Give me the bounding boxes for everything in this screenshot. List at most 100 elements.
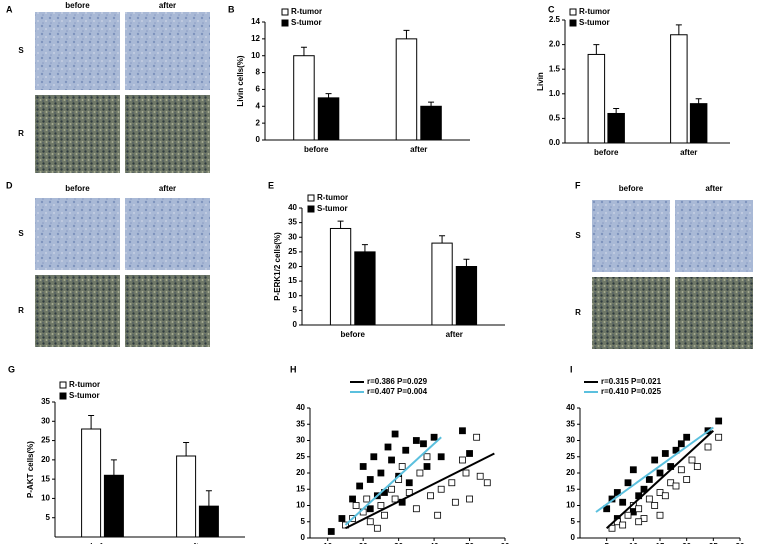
- y-tick-label: 10: [288, 291, 297, 300]
- scatter-point: [640, 485, 648, 493]
- y-tick-label: 30: [41, 416, 50, 425]
- x-tick-label: before: [341, 330, 366, 339]
- error-bar: [361, 244, 368, 252]
- error-bar: [325, 93, 332, 98]
- legend-label: R-tumor: [579, 7, 610, 16]
- scatter-point: [683, 476, 691, 483]
- y-tick-label: 5: [46, 513, 51, 522]
- fit-line: [605, 430, 715, 529]
- scatter-point: [356, 482, 364, 490]
- scatter-point: [448, 479, 456, 487]
- y-tick-label: 1.5: [549, 64, 561, 73]
- error-bar: [110, 459, 117, 476]
- x-tick-label: after: [410, 145, 427, 154]
- bar: [420, 105, 442, 141]
- y-tick-label: 25: [288, 247, 297, 256]
- x-tick-label: 20: [359, 542, 368, 544]
- micrograph: [35, 12, 120, 90]
- y-tick-label: 35: [296, 419, 305, 428]
- y-tick-label: 0: [301, 533, 306, 542]
- fit-line: [344, 436, 442, 526]
- error-bar: [183, 442, 190, 456]
- scatter-point: [352, 502, 360, 509]
- column-label: after: [159, 1, 176, 10]
- scatter-point: [629, 466, 637, 474]
- scatter-point: [398, 463, 406, 470]
- scatter-point: [412, 505, 420, 513]
- scatter-point: [405, 479, 413, 487]
- legend-label: r=0.315 P=0.021: [601, 377, 662, 386]
- y-tick-label: 1.0: [549, 89, 561, 98]
- y-tick-label: 2: [256, 118, 261, 127]
- x-tick-label: after: [446, 330, 463, 339]
- error-bar: [428, 101, 435, 107]
- x-tick-label: 10: [629, 542, 638, 544]
- micrograph: [125, 198, 210, 270]
- panel-letter: D: [6, 180, 13, 190]
- micrograph: [35, 275, 120, 347]
- micrograph: [35, 198, 120, 270]
- y-tick-label: 0: [571, 533, 576, 542]
- bar: [293, 55, 315, 141]
- column-label: before: [65, 184, 90, 193]
- scatter-point: [672, 482, 680, 490]
- scatter-point: [677, 466, 685, 474]
- x-tick-label: 25: [709, 542, 718, 544]
- scatter-point: [359, 463, 367, 470]
- micrograph: [675, 200, 753, 272]
- bar: [431, 242, 453, 326]
- scatter-point: [651, 456, 659, 464]
- x-tick-label: 20: [682, 542, 691, 544]
- scatter-point: [427, 492, 434, 500]
- legend-swatch: [307, 205, 315, 213]
- scatter-point: [635, 518, 643, 526]
- legend-label: r=0.407 P=0.004: [367, 387, 428, 396]
- scatter-point: [645, 495, 653, 503]
- legend-label: S-tumor: [291, 18, 322, 27]
- scatter-point: [483, 479, 491, 487]
- legend-swatch: [59, 381, 67, 389]
- scatter-point: [384, 443, 392, 451]
- panel-letter: I: [570, 364, 573, 374]
- column-label: before: [65, 1, 90, 10]
- column-label: after: [159, 184, 176, 193]
- scatter-point: [459, 427, 466, 435]
- panel-letter: E: [268, 180, 274, 190]
- bar: [354, 251, 376, 326]
- bar: [587, 53, 606, 144]
- scatter-point: [473, 433, 481, 441]
- scatter-point: [624, 511, 632, 519]
- scatter-point: [715, 433, 723, 441]
- row-label: S: [18, 46, 24, 55]
- row-label: R: [18, 129, 24, 138]
- y-tick-label: 20: [566, 468, 575, 477]
- bar: [670, 34, 688, 144]
- y-tick-label: 40: [566, 403, 575, 412]
- panel-letter: A: [6, 4, 13, 14]
- y-tick-label: 0.0: [549, 138, 561, 147]
- fit-line: [345, 452, 495, 530]
- y-axis-label: P-ERK1/2 cells(%): [273, 232, 282, 301]
- y-tick-label: 2.0: [549, 40, 561, 49]
- scatter-point: [677, 440, 685, 448]
- scatter-point: [377, 469, 385, 477]
- bar: [198, 505, 219, 538]
- legend-label: r=0.386 P=0.029: [367, 377, 428, 386]
- scatter-point: [377, 502, 385, 509]
- y-axis-label: P-AKT cells(%): [26, 441, 35, 498]
- x-tick-label: after: [189, 542, 206, 544]
- bar: [455, 266, 478, 326]
- y-tick-label: 25: [566, 452, 575, 461]
- scatter-point: [412, 437, 420, 444]
- y-tick-label: 40: [296, 403, 305, 412]
- legend-swatch: [569, 19, 577, 27]
- scatter-point: [423, 463, 431, 470]
- y-tick-label: 30: [296, 436, 305, 445]
- scatter-point: [366, 476, 374, 483]
- error-bar: [337, 220, 344, 229]
- column-label: after: [705, 184, 722, 193]
- legend-label: R-tumor: [69, 380, 100, 389]
- scatter-point: [366, 505, 374, 513]
